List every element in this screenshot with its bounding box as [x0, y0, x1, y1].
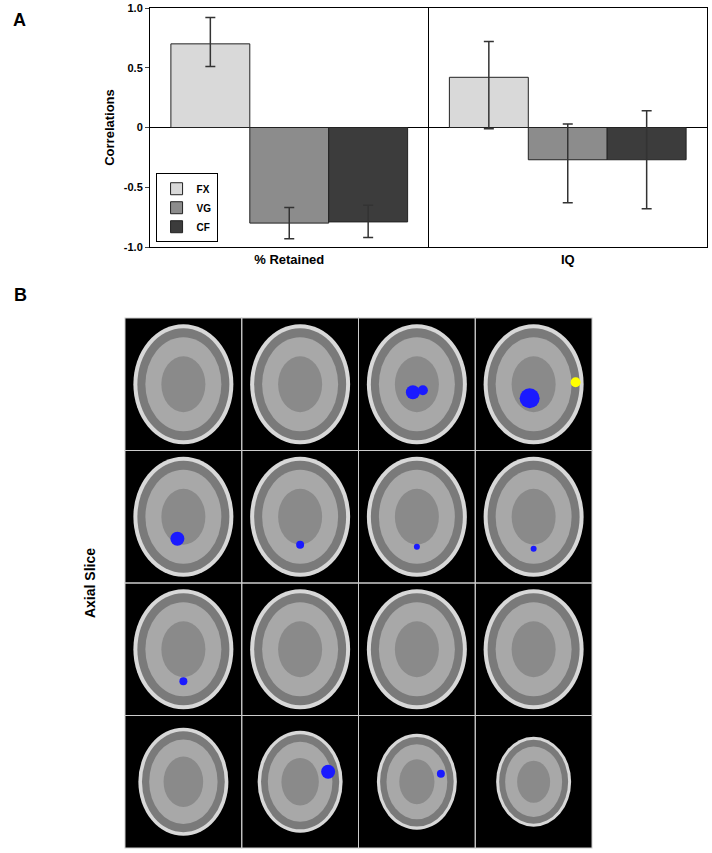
svg-text:Axial Slice: Axial Slice	[82, 548, 98, 618]
svg-text:VG: VG	[197, 203, 212, 214]
svg-text:A: A	[13, 10, 26, 30]
svg-text:-1.0: -1.0	[124, 241, 143, 253]
svg-text:B: B	[14, 285, 27, 305]
svg-text:1.0: 1.0	[128, 2, 143, 14]
svg-text:-0.5: -0.5	[124, 181, 143, 193]
svg-text:% Retained: % Retained	[254, 252, 324, 267]
svg-text:Correlations: Correlations	[102, 89, 117, 166]
svg-text:IQ: IQ	[561, 252, 575, 267]
svg-text:FX: FX	[197, 184, 210, 195]
svg-text:CF: CF	[197, 222, 210, 233]
svg-text:0.5: 0.5	[128, 62, 143, 74]
svg-text:0: 0	[137, 121, 143, 133]
